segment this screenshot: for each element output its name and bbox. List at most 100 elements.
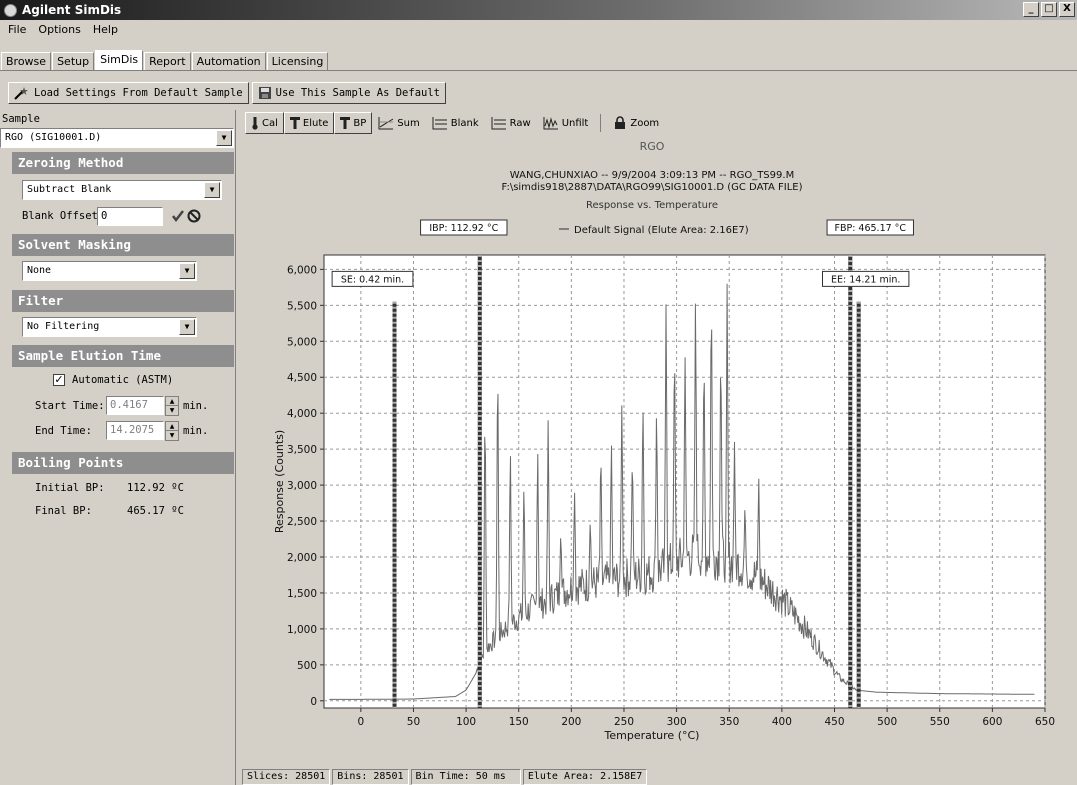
use-default-button[interactable]: Use This Sample As Default (251, 82, 446, 104)
tab-licensing[interactable]: Licensing (266, 52, 329, 71)
tab-automation[interactable]: Automation (191, 52, 266, 71)
raw-chart-icon (491, 117, 506, 130)
initial-bp-label: Initial BP: (35, 482, 105, 494)
y-tick-label: 2,000 (287, 552, 317, 564)
main-tabs: Browse Setup SimDis Report Automation Li… (0, 50, 329, 71)
close-button[interactable]: X (1059, 2, 1075, 17)
y-tick-label: 1,000 (287, 624, 317, 636)
zeroing-method-select[interactable]: Subtract Blank ▼ (22, 180, 222, 200)
tab-report[interactable]: Report (144, 52, 191, 71)
bp-marker-icon (340, 117, 351, 129)
sum-chart-icon (378, 117, 394, 130)
blank-button[interactable]: Blank (426, 112, 485, 134)
y-tick-label: 3,500 (287, 444, 317, 456)
chevron-down-icon[interactable]: ▼ (216, 130, 232, 146)
chevron-down-icon[interactable]: ▼ (204, 182, 220, 198)
y-tick-label: 500 (297, 660, 317, 672)
cal-label: Cal (262, 117, 278, 129)
automatic-astm-label: Automatic (ASTM) (72, 374, 174, 386)
menu-help[interactable]: Help (92, 23, 118, 36)
status-slices: Slices: 28501 (242, 769, 331, 785)
unfilt-button[interactable]: Unfilt (537, 112, 595, 134)
x-tick-label: 150 (509, 716, 529, 728)
elute-button[interactable]: Elute (283, 112, 335, 134)
marker-label: EE: 14.21 min. (831, 274, 900, 285)
marker-label: SE: 0.42 min. (341, 274, 404, 285)
cancel-icon[interactable] (187, 209, 201, 223)
marker-label: FBP: 465.17 °C (834, 223, 906, 234)
x-axis-label: Temperature (°C) (604, 729, 700, 742)
chart-subtitle-2: F:\simdis918\2887\DATA\RGO99\SIG10001.D … (501, 182, 802, 193)
bp-label: BP (353, 117, 367, 129)
menu-file[interactable]: File (8, 23, 27, 36)
chart-subtitle-3: Response vs. Temperature (586, 200, 718, 211)
blank-offset-input[interactable]: 0 (97, 207, 163, 226)
y-tick-label: 5,500 (287, 300, 317, 312)
x-tick-label: 600 (982, 716, 1002, 728)
automatic-astm-checkbox[interactable]: ✓ (53, 373, 65, 386)
raw-button[interactable]: Raw (485, 112, 537, 134)
y-tick-label: 4,000 (287, 408, 317, 420)
y-tick-label: 6,000 (287, 264, 317, 276)
status-bar: Slices: 28501 Bins: 28501 Bin Time: 50 m… (242, 769, 649, 785)
sample-label: Sample (2, 113, 40, 125)
wand-icon (14, 87, 28, 100)
sample-select-value: RGO (SIG10001.D) (5, 132, 102, 143)
unfilt-label: Unfilt (561, 117, 589, 129)
tab-browse[interactable]: Browse (1, 52, 52, 71)
marker-label-box (331, 270, 414, 287)
start-time-spinner[interactable]: ▲ ▼ (165, 396, 179, 416)
status-bins: Bins: 28501 (332, 769, 409, 785)
tab-setup[interactable]: Setup (52, 52, 95, 71)
menu-options[interactable]: Options (38, 23, 81, 36)
load-settings-button[interactable]: Load Settings From Default Sample (8, 82, 249, 104)
x-tick-label: 50 (407, 716, 420, 728)
checkmark-icon[interactable] (171, 209, 185, 223)
tab-divider (0, 70, 1077, 71)
end-time-spinner[interactable]: ▲ ▼ (165, 421, 179, 441)
chevron-down-icon[interactable]: ▼ (179, 263, 195, 279)
x-tick-label: 500 (877, 716, 897, 728)
x-tick-label: 450 (824, 716, 844, 728)
filter-header: Filter (12, 290, 234, 312)
final-bp-label: Final BP: (35, 505, 92, 517)
window-title: Agilent SimDis (22, 3, 122, 17)
sample-select[interactable]: RGO (SIG10001.D) ▼ (0, 128, 234, 148)
bp-button[interactable]: BP (334, 112, 373, 134)
y-tick-label: 0 (310, 696, 317, 708)
tab-simdis[interactable]: SimDis (95, 50, 144, 71)
start-time-label: Start Time: (35, 400, 105, 412)
maximize-button[interactable]: □ (1041, 2, 1057, 17)
marker-label-box (826, 219, 914, 236)
x-tick-label: 550 (930, 716, 950, 728)
x-tick-label: 650 (1035, 716, 1055, 728)
x-tick-label: 200 (561, 716, 581, 728)
end-time-unit: min. (183, 425, 209, 437)
start-time-input[interactable]: 0.4167 (106, 396, 164, 415)
x-tick-label: 300 (667, 716, 687, 728)
raw-label: Raw (509, 117, 531, 129)
chevron-down-icon[interactable]: ▼ (179, 319, 195, 335)
blank-chart-icon (432, 117, 447, 130)
end-time-input[interactable]: 14.2075 (106, 421, 164, 440)
legend-label: Default Signal (Elute Area: 2.16E7) (574, 225, 749, 236)
chart-svg[interactable]: RGO WANG,CHUNXIAO -- 9/9/2004 3:09:13 PM … (245, 136, 1060, 764)
start-time-unit: min. (183, 400, 209, 412)
unfiltered-signal-icon (543, 117, 558, 130)
cal-button[interactable]: Cal (245, 112, 284, 134)
y-tick-label: 3,000 (287, 480, 317, 492)
chart-area: RGO WANG,CHUNXIAO -- 9/9/2004 3:09:13 PM … (245, 136, 1060, 764)
toolbar-separator (600, 114, 602, 132)
marker-label: IBP: 112.92 °C (429, 223, 498, 234)
zoom-button[interactable]: Zoom (607, 112, 665, 134)
sum-button[interactable]: Sum (372, 112, 425, 134)
status-elute-area: Elute Area: 2.158E7 (522, 769, 648, 785)
minimize-button[interactable]: _ (1023, 2, 1039, 17)
zeroing-header: Zeroing Method (12, 152, 234, 174)
solvent-masking-select[interactable]: None ▼ (22, 261, 197, 281)
menu-bar: File Options Help (0, 20, 124, 39)
sum-label: Sum (397, 117, 420, 129)
filter-select[interactable]: No Filtering ▼ (22, 317, 197, 337)
elution-time-header: Sample Elution Time (12, 345, 234, 367)
solvent-masking-value: None (27, 265, 52, 276)
